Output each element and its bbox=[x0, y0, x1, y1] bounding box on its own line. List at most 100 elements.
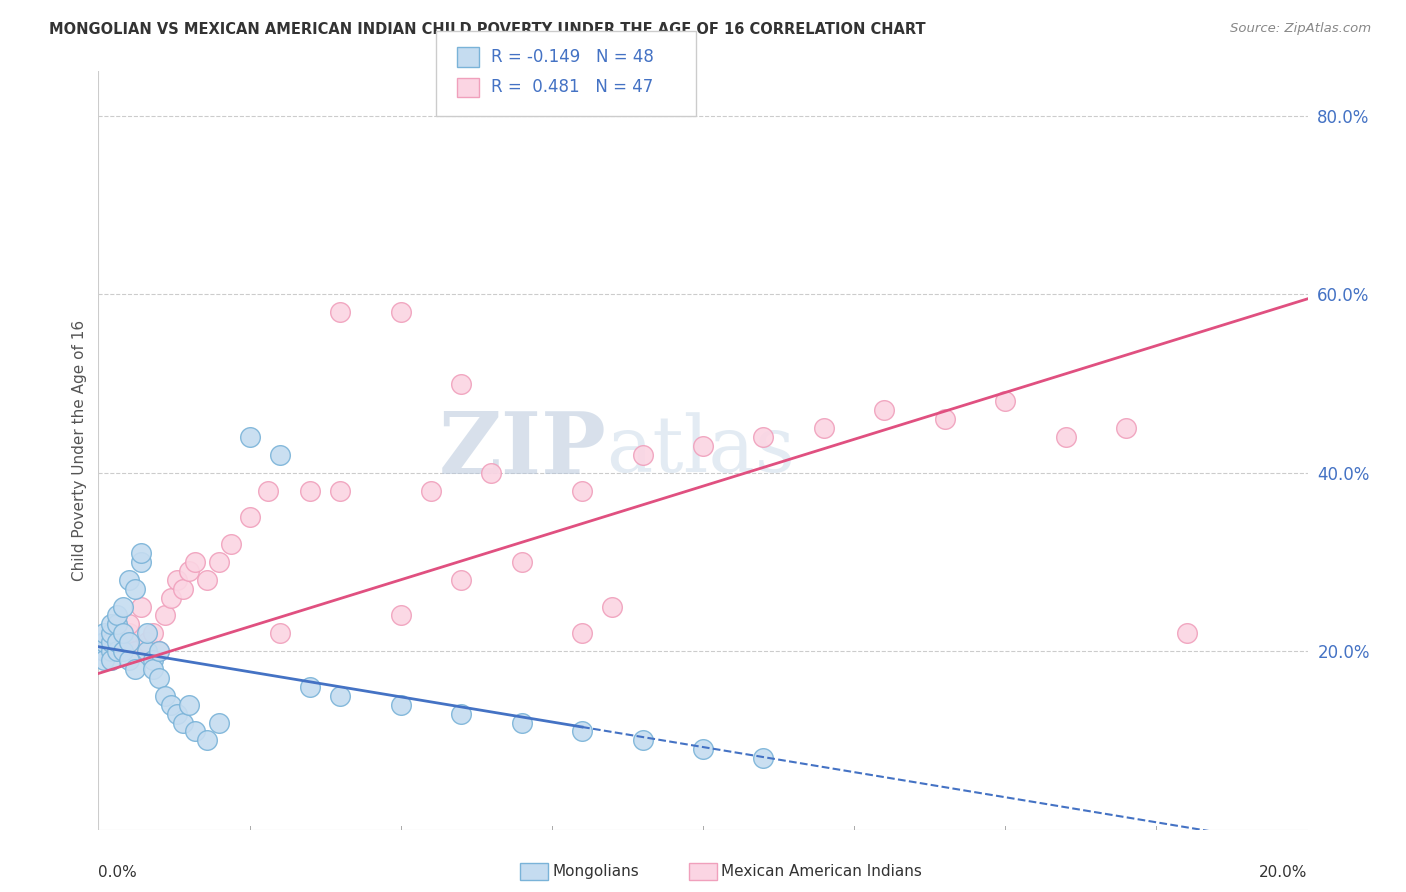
Point bbox=[481, 466, 503, 480]
Point bbox=[93, 653, 115, 667]
Point bbox=[105, 644, 128, 658]
Point bbox=[1054, 430, 1077, 444]
Point bbox=[510, 555, 533, 569]
Point bbox=[329, 305, 352, 319]
Point bbox=[389, 305, 412, 319]
Point bbox=[142, 662, 165, 676]
Point bbox=[195, 733, 218, 747]
Text: R = -0.149   N = 48: R = -0.149 N = 48 bbox=[491, 48, 654, 66]
Point bbox=[873, 403, 896, 417]
Point bbox=[450, 706, 472, 721]
Point bbox=[450, 573, 472, 587]
Point bbox=[571, 724, 593, 739]
Point bbox=[752, 430, 775, 444]
Point bbox=[105, 626, 128, 640]
Point bbox=[239, 510, 262, 524]
Point bbox=[124, 582, 146, 596]
Point bbox=[450, 376, 472, 391]
Point bbox=[100, 635, 122, 649]
Point bbox=[105, 617, 128, 632]
Point bbox=[118, 653, 141, 667]
Point bbox=[184, 724, 207, 739]
Point bbox=[195, 573, 218, 587]
Point bbox=[111, 635, 134, 649]
Point bbox=[93, 644, 115, 658]
Text: Source: ZipAtlas.com: Source: ZipAtlas.com bbox=[1230, 22, 1371, 36]
Point bbox=[934, 412, 956, 426]
Point bbox=[111, 626, 134, 640]
Point bbox=[172, 715, 194, 730]
Point bbox=[93, 644, 115, 658]
Point bbox=[166, 573, 188, 587]
Point bbox=[142, 653, 165, 667]
Point bbox=[105, 617, 128, 632]
Text: Mexican American Indians: Mexican American Indians bbox=[721, 864, 922, 879]
Point bbox=[1115, 421, 1137, 435]
Point bbox=[135, 626, 157, 640]
Point bbox=[994, 394, 1017, 409]
Point bbox=[160, 591, 183, 605]
Point bbox=[389, 608, 412, 623]
Point bbox=[148, 671, 170, 685]
Point bbox=[420, 483, 443, 498]
Point bbox=[100, 653, 122, 667]
Point bbox=[100, 644, 122, 658]
Point bbox=[118, 635, 141, 649]
Point bbox=[111, 599, 134, 614]
Point bbox=[389, 698, 412, 712]
Point bbox=[813, 421, 835, 435]
Point bbox=[111, 644, 134, 658]
Point bbox=[510, 715, 533, 730]
Point bbox=[329, 483, 352, 498]
Point bbox=[269, 626, 291, 640]
Point bbox=[153, 608, 176, 623]
Point bbox=[105, 608, 128, 623]
Point bbox=[153, 689, 176, 703]
Point bbox=[239, 430, 262, 444]
Point bbox=[135, 644, 157, 658]
Point bbox=[105, 635, 128, 649]
Point bbox=[142, 626, 165, 640]
Point bbox=[179, 698, 201, 712]
Point bbox=[118, 626, 141, 640]
Point bbox=[692, 439, 714, 453]
Point bbox=[571, 626, 593, 640]
Point bbox=[256, 483, 278, 498]
Text: atlas: atlas bbox=[606, 413, 794, 488]
Point bbox=[100, 626, 122, 640]
Point bbox=[571, 483, 593, 498]
Point bbox=[166, 706, 188, 721]
Text: 0.0%: 0.0% bbox=[98, 865, 138, 880]
Point bbox=[129, 546, 152, 560]
Point bbox=[129, 599, 152, 614]
Text: R =  0.481   N = 47: R = 0.481 N = 47 bbox=[491, 78, 652, 96]
Point bbox=[299, 680, 322, 694]
Point bbox=[179, 564, 201, 578]
Point bbox=[752, 751, 775, 765]
Point bbox=[269, 448, 291, 462]
Text: MONGOLIAN VS MEXICAN AMERICAN INDIAN CHILD POVERTY UNDER THE AGE OF 16 CORRELATI: MONGOLIAN VS MEXICAN AMERICAN INDIAN CHI… bbox=[49, 22, 925, 37]
Point bbox=[299, 483, 322, 498]
Point bbox=[208, 715, 231, 730]
Point bbox=[692, 742, 714, 756]
Point bbox=[124, 662, 146, 676]
Y-axis label: Child Poverty Under the Age of 16: Child Poverty Under the Age of 16 bbox=[72, 320, 87, 581]
Point bbox=[602, 599, 624, 614]
Point bbox=[118, 573, 141, 587]
Point bbox=[118, 617, 141, 632]
Text: ZIP: ZIP bbox=[439, 409, 606, 492]
Point bbox=[100, 617, 122, 632]
Point bbox=[208, 555, 231, 569]
Point bbox=[129, 555, 152, 569]
Text: 20.0%: 20.0% bbox=[1260, 865, 1308, 880]
Point bbox=[148, 644, 170, 658]
Text: Mongolians: Mongolians bbox=[553, 864, 640, 879]
Point bbox=[93, 635, 115, 649]
Point bbox=[172, 582, 194, 596]
Point bbox=[100, 653, 122, 667]
Point bbox=[329, 689, 352, 703]
Point bbox=[221, 537, 243, 551]
Point bbox=[160, 698, 183, 712]
Point bbox=[124, 644, 146, 658]
Point bbox=[93, 626, 115, 640]
